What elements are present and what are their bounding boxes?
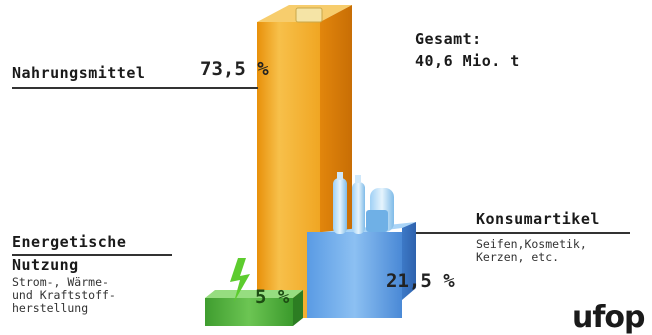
bar-consumer <box>307 172 416 318</box>
energy-sub-3: herstellung <box>12 301 89 315</box>
lightning-icon <box>230 258 250 302</box>
ufop-logo: ufop <box>572 300 645 335</box>
consumer-sub-2: Kerzen, etc. <box>476 250 560 264</box>
energy-sub-1: Strom-, Wärme- <box>12 275 109 289</box>
bar-consumer-side <box>402 222 416 300</box>
total-label: Gesamt: <box>415 30 482 48</box>
energy-percent: 5 % <box>255 286 290 308</box>
cup <box>366 210 388 232</box>
energy-rule <box>12 254 172 256</box>
food-percent: 73,5 % <box>200 58 269 80</box>
bar-energy <box>205 258 303 326</box>
bottle-1 <box>333 178 347 234</box>
energy-label-2: Nutzung <box>12 256 79 274</box>
butter-block <box>295 7 323 23</box>
consumer-label: Konsumartikel <box>476 210 600 228</box>
bar-energy-front <box>205 298 293 326</box>
bar-consumer-front <box>307 232 402 318</box>
consumer-percent: 21,5 % <box>386 270 455 292</box>
energy-label-1: Energetische <box>12 233 127 251</box>
total-value: 40,6 Mio. t <box>415 52 520 70</box>
food-rule <box>12 87 258 89</box>
consumer-rule <box>416 232 630 234</box>
food-label: Nahrungsmittel <box>12 64 146 82</box>
energy-sub-2: und Kraftstoff- <box>12 288 116 302</box>
consumer-sub-1: Seifen,Kosmetik, <box>476 237 587 251</box>
bottle-2 <box>352 182 365 234</box>
